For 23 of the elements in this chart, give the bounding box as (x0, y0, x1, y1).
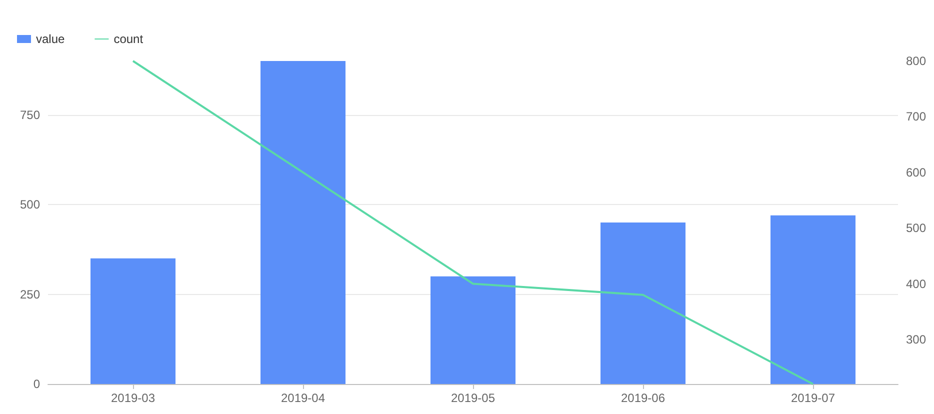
legend-label: count (114, 32, 144, 46)
bar (90, 258, 176, 384)
legend-label: value (36, 32, 66, 46)
y-tick-label: 750 (20, 108, 40, 122)
y-tick-label: 500 (20, 198, 40, 212)
y2-tick-label: 400 (906, 276, 926, 291)
x-tick-label: 2019-03 (110, 391, 156, 405)
y2-tick-label: 700 (906, 110, 926, 124)
bar (600, 222, 686, 384)
y2-tick-label: 800 (906, 54, 926, 68)
x-tick-label: 2019-04 (280, 391, 326, 405)
x-tick-label: 2019-06 (620, 391, 666, 405)
y2-tick-label: 300 (906, 332, 926, 346)
bar (770, 215, 856, 384)
x-tick-label: 2019-05 (450, 391, 496, 405)
y-tick-label: 250 (20, 287, 40, 302)
x-tick-label: 2019-07 (790, 391, 836, 405)
y-tick-label: 0 (33, 377, 40, 391)
line-series (132, 60, 814, 385)
bar (260, 61, 346, 384)
y2-tick-label: 600 (906, 165, 926, 180)
y2-tick-label: 500 (906, 221, 926, 236)
bar (430, 276, 516, 384)
